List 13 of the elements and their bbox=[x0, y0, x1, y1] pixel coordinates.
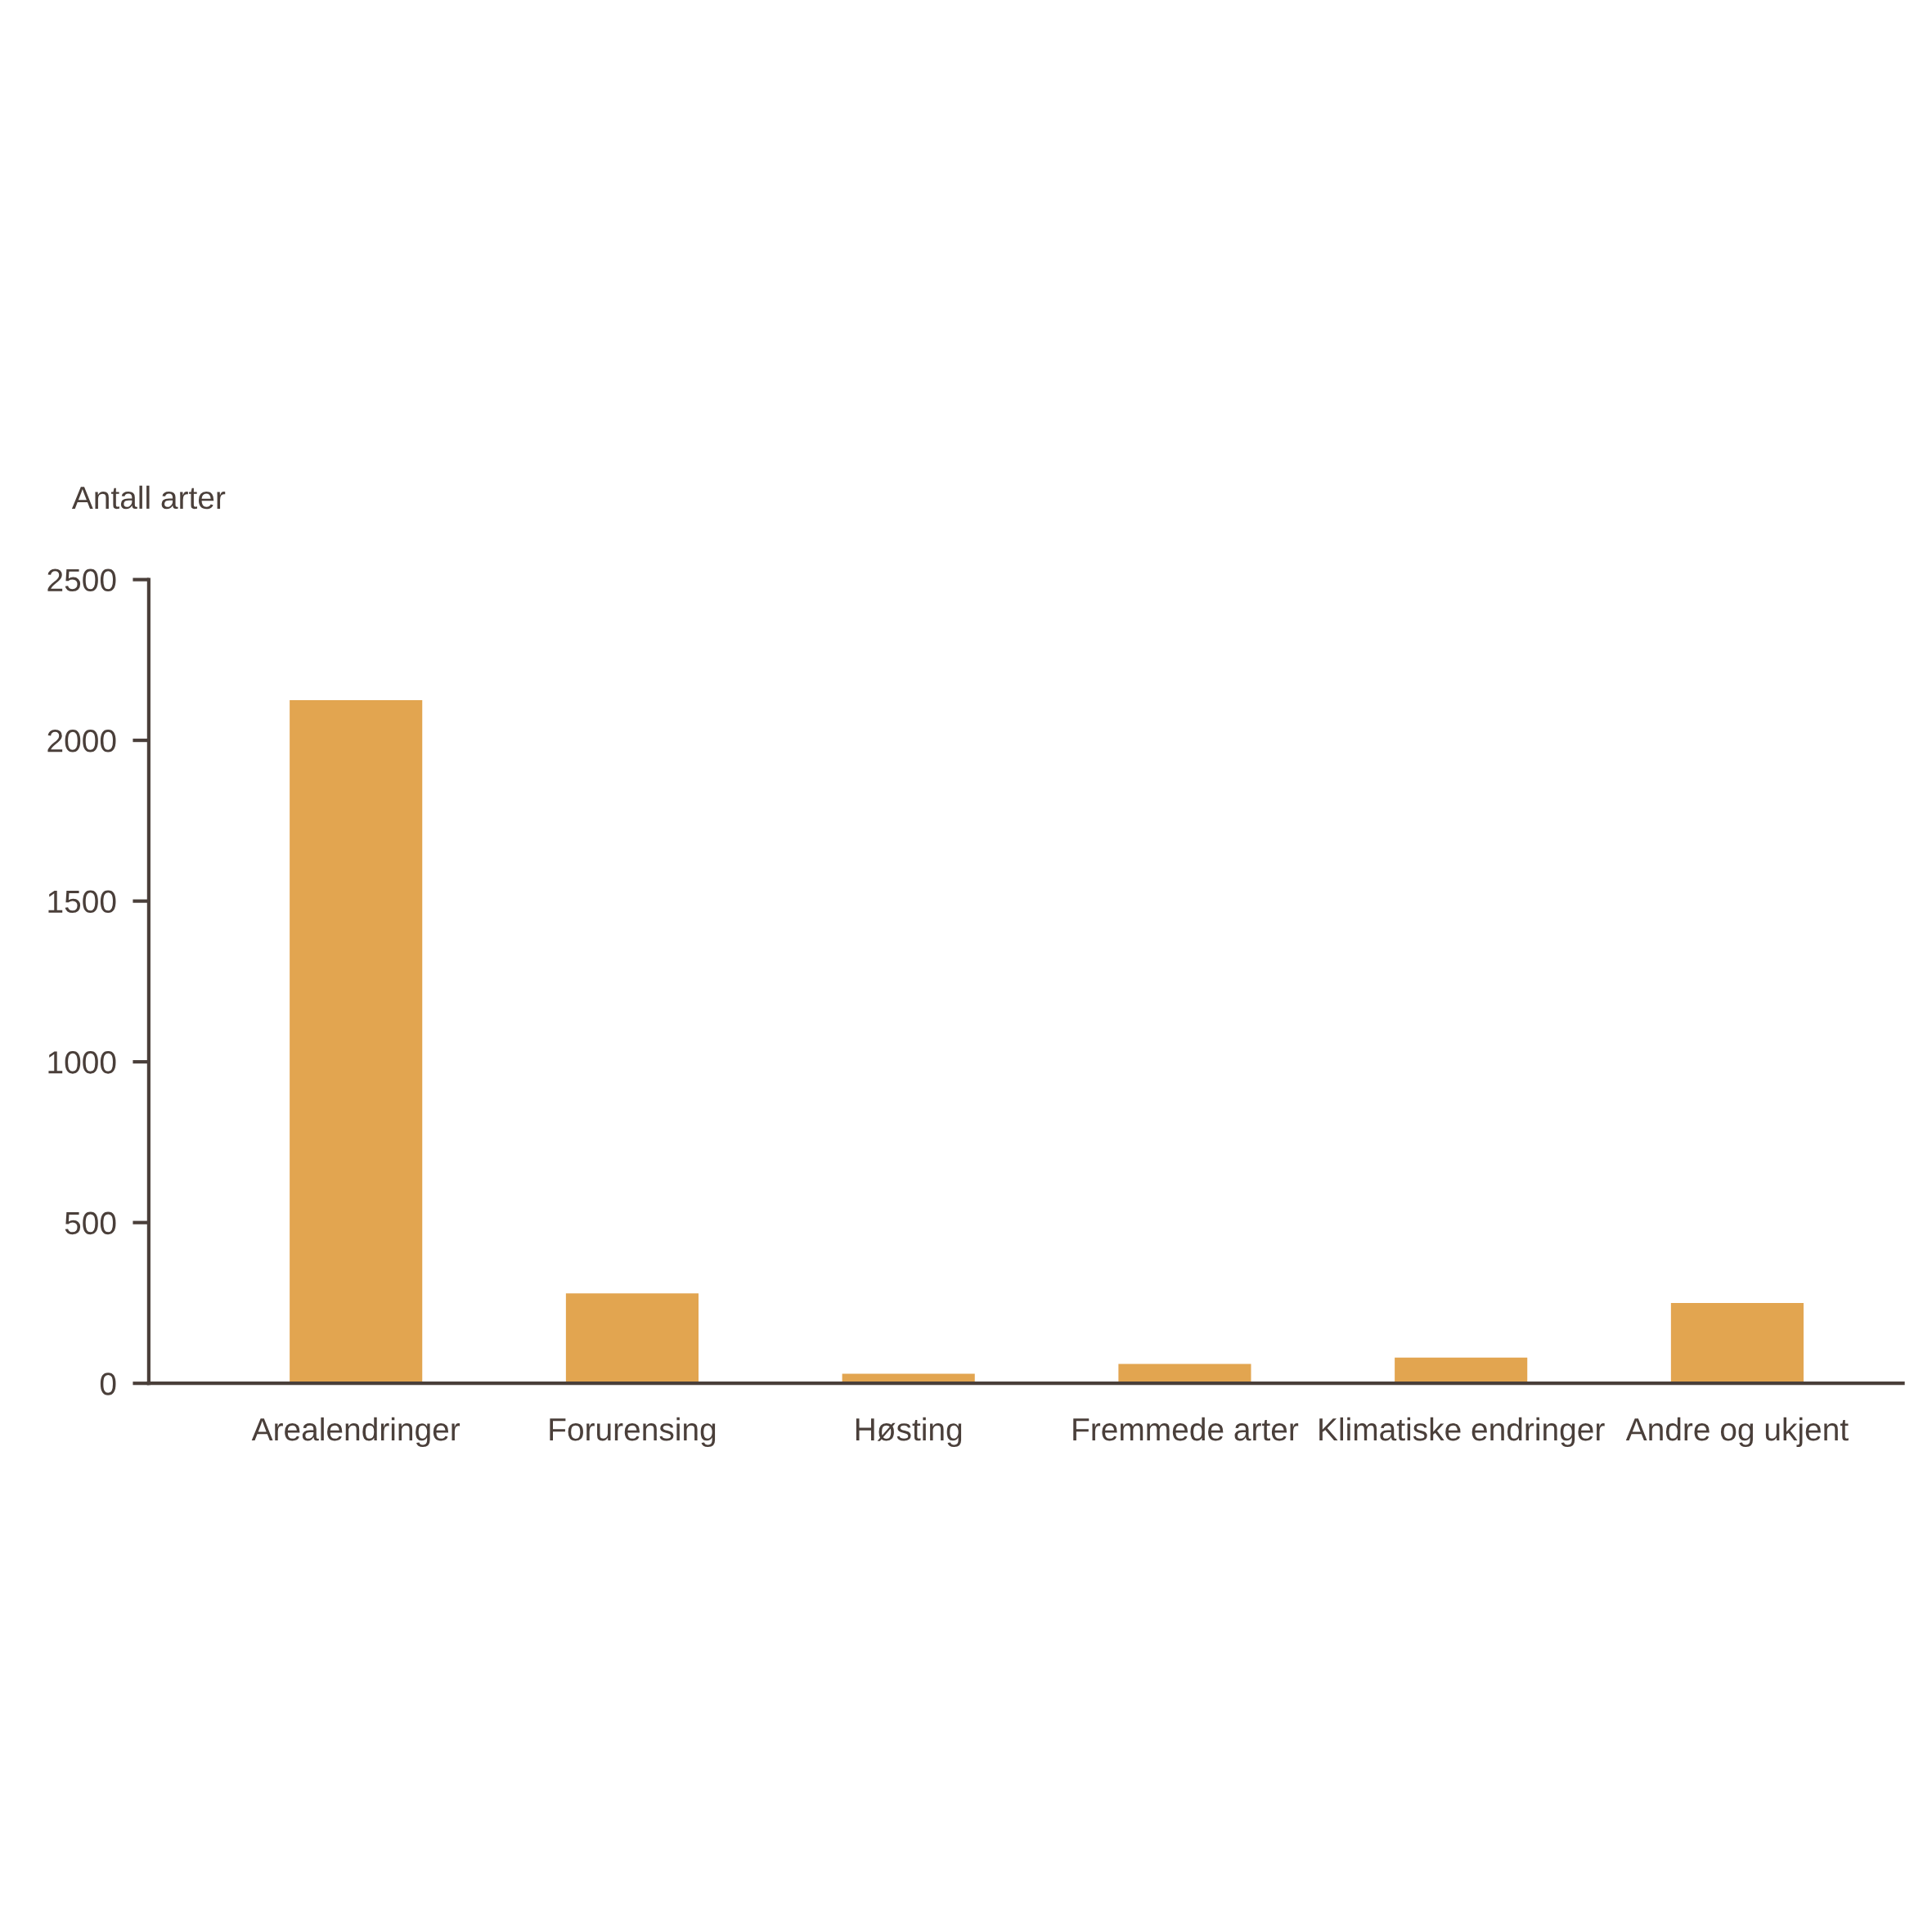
y-tick-label: 2500 bbox=[47, 568, 116, 592]
x-tick-label: Høsting bbox=[856, 1417, 962, 1448]
x-tick-label: Fremmede arter bbox=[1073, 1417, 1299, 1441]
x-tick-label: Arealendringer bbox=[251, 1417, 461, 1448]
x-tick-label: Forurensing bbox=[550, 1417, 716, 1448]
y-tick-label: 1000 bbox=[48, 1051, 116, 1074]
y-tick-label: 2000 bbox=[47, 730, 116, 753]
x-tick-label: Andre og ukjent bbox=[1625, 1417, 1849, 1448]
y-tick-label: 500 bbox=[65, 1211, 116, 1235]
x-tick-label: Klimatiske endringer bbox=[1319, 1417, 1605, 1448]
y-axis-title: Antall arter bbox=[71, 485, 226, 510]
y-tick-label: 0 bbox=[100, 1373, 116, 1395]
y-tick-label: 1500 bbox=[48, 890, 116, 914]
